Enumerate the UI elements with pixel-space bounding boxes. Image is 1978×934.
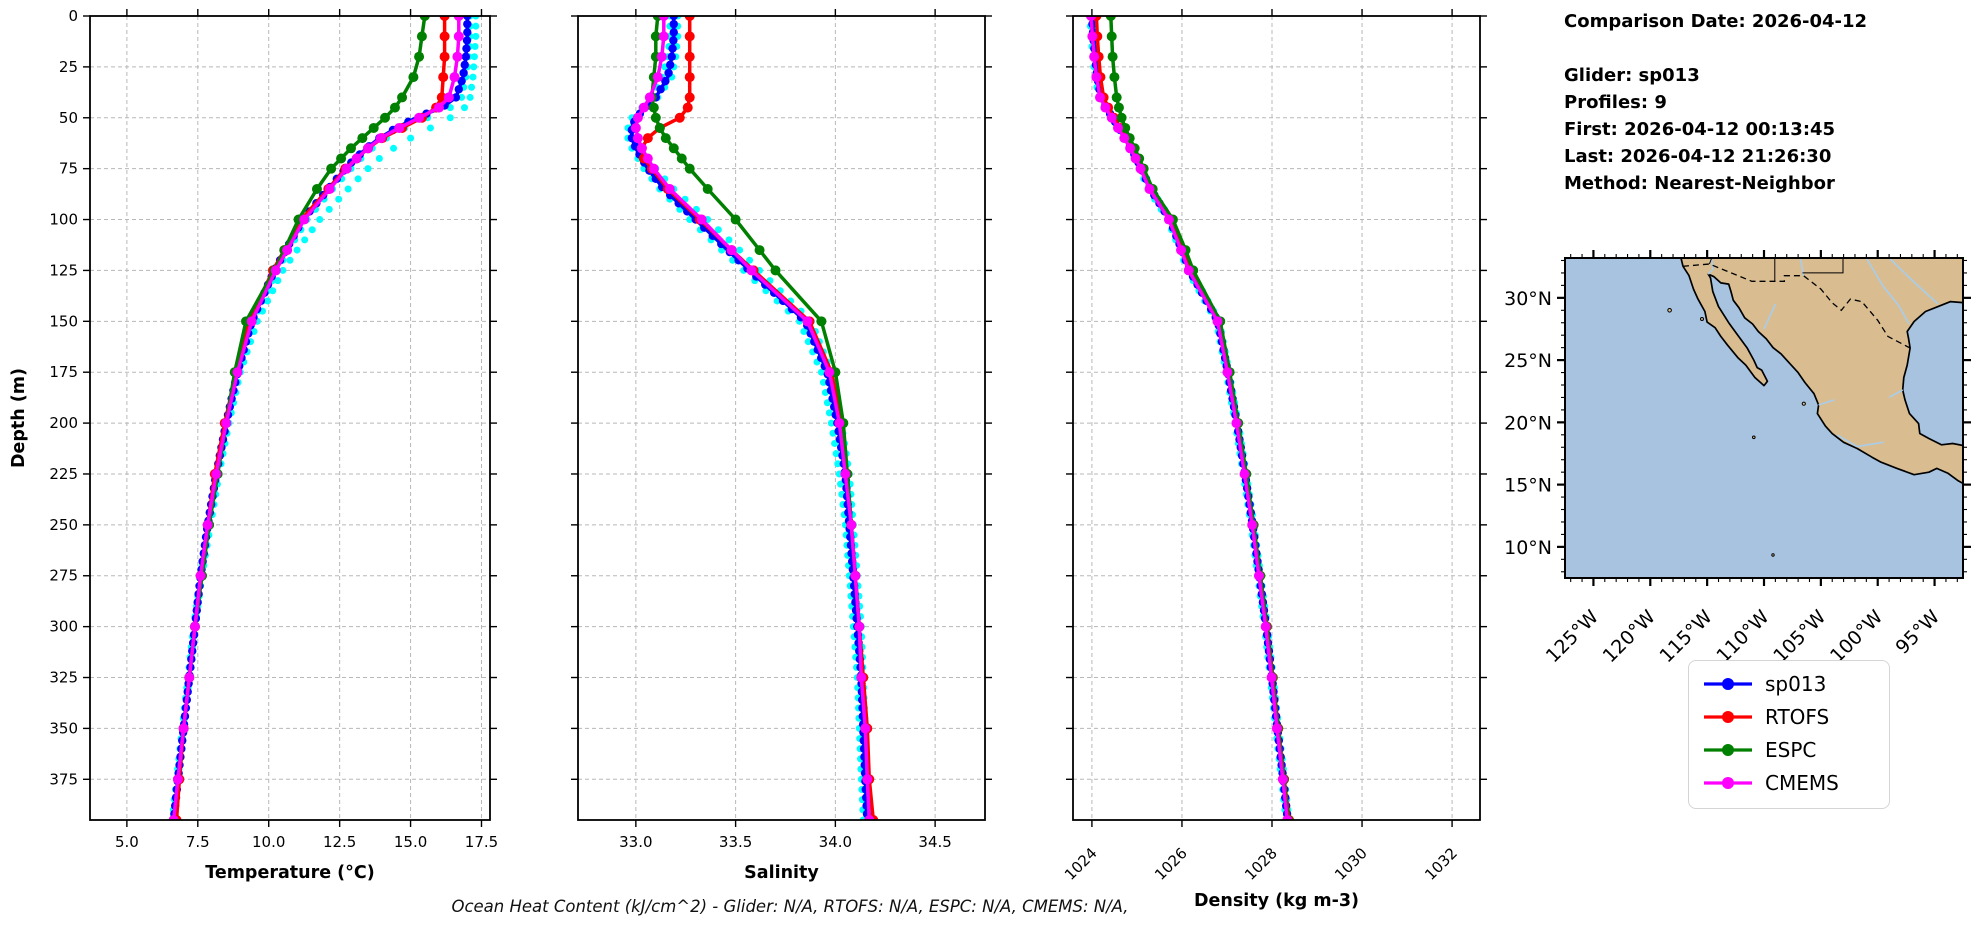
- legend-item-CMEMS: CMEMS: [1703, 768, 1873, 798]
- svg-text:0: 0: [68, 7, 78, 25]
- svg-text:350: 350: [49, 719, 78, 737]
- series-RTOFS: [171, 16, 450, 820]
- svg-text:300: 300: [49, 618, 78, 636]
- profile-count: Profiles: 9: [1564, 92, 1667, 113]
- svg-text:75: 75: [59, 160, 78, 178]
- series-CMEMS: [1086, 16, 1293, 820]
- svg-text:100: 100: [49, 211, 78, 229]
- tick-labels: 1024 1026 1028 1030 1032: [1061, 844, 1461, 884]
- first-profile-time: First: 2026-04-12 00:13:45: [1564, 119, 1836, 140]
- svg-text:20°N: 20°N: [1504, 412, 1552, 434]
- axes-frame: [89, 15, 491, 821]
- svg-text:1028: 1028: [1241, 844, 1281, 884]
- scatter-glider-profile-a: [624, 16, 867, 820]
- map-islands: [1667, 308, 1806, 557]
- svg-text:33.5: 33.5: [719, 833, 752, 851]
- svg-text:17.5: 17.5: [465, 833, 498, 851]
- gridlines: [90, 16, 490, 820]
- svg-text:275: 275: [49, 567, 78, 585]
- legend-label: sp013: [1765, 672, 1827, 696]
- legend-item-ESPC: ESPC: [1703, 735, 1873, 765]
- svg-text:25°N: 25°N: [1504, 350, 1552, 372]
- svg-text:1024: 1024: [1061, 844, 1101, 884]
- gridlines: [578, 16, 985, 820]
- y-axis-label: Depth (m): [9, 368, 29, 468]
- comparison-method: Method: Nearest-Neighbor: [1564, 173, 1835, 194]
- legend-label: CMEMS: [1765, 771, 1839, 795]
- ohc-caption: Ocean Heat Content (kJ/cm^2) - Glider: N…: [451, 897, 1129, 916]
- legend-line-marker-icon: [1704, 711, 1752, 723]
- map-ticks: [1557, 250, 1971, 586]
- svg-text:5.0: 5.0: [115, 833, 139, 851]
- series-CMEMS: [630, 16, 875, 820]
- tick-labels: 5.0 7.5 10.0 12.5 15.0 17.5 0 25 50 75 100 125 150 17…: [49, 7, 498, 851]
- series-sp013: [170, 16, 472, 820]
- x-axis-label: Density (kg m-3): [1194, 891, 1359, 911]
- svg-text:12.5: 12.5: [323, 833, 356, 851]
- legend-line-marker-icon: [1704, 744, 1752, 756]
- x-axis-label: Temperature (°C): [205, 863, 375, 883]
- svg-text:325: 325: [49, 669, 78, 687]
- axes-frame: [1072, 15, 1481, 821]
- subplot-0: 5.0 7.5 10.0 12.5 15.0 17.5 0 25 50 75 100 125 150 17…: [9, 7, 498, 883]
- map-inset: 10°N15°N20°N25°N30°N125°W120°W115°W110°W…: [1504, 250, 1971, 667]
- series-ESPC: [1105, 16, 1294, 820]
- gridlines: [1073, 16, 1480, 820]
- svg-text:34.0: 34.0: [819, 833, 852, 851]
- comparison-date: Comparison Date: 2026-04-12: [1564, 11, 1868, 32]
- axis-ticks: [571, 9, 992, 827]
- svg-text:1030: 1030: [1331, 844, 1371, 884]
- axes-frame: [577, 15, 986, 821]
- subplot-2: 1024 1026 1028 1030 1032 Density (kg m-3): [1061, 9, 1487, 911]
- series-CMEMS: [168, 16, 464, 820]
- svg-text:30°N: 30°N: [1504, 288, 1552, 310]
- legend-label: RTOFS: [1765, 705, 1830, 729]
- svg-text:1026: 1026: [1151, 844, 1191, 884]
- svg-text:7.5: 7.5: [186, 833, 210, 851]
- svg-text:34.5: 34.5: [918, 833, 951, 851]
- svg-text:125: 125: [49, 261, 78, 279]
- glider-name: Glider: sp013: [1564, 65, 1700, 86]
- svg-text:10°N: 10°N: [1504, 537, 1552, 559]
- scatter-glider-profile-a: [168, 16, 474, 820]
- axis-ticks: [83, 9, 497, 827]
- legend-item-sp013: sp013: [1703, 669, 1873, 699]
- subplot-1: 33.0 33.5 34.0 34.5 Salinity: [571, 9, 992, 883]
- svg-text:225: 225: [49, 465, 78, 483]
- last-profile-time: Last: 2026-04-12 21:26:30: [1564, 146, 1832, 167]
- svg-text:10.0: 10.0: [252, 833, 285, 851]
- svg-text:375: 375: [49, 770, 78, 788]
- info-spacer: [1564, 35, 1867, 62]
- scatter-glider-profile-a: [1086, 16, 1290, 820]
- legend: sp013 RTOFS ESPC CMEMS: [1688, 660, 1890, 809]
- legend-item-RTOFS: RTOFS: [1703, 702, 1873, 732]
- x-axis-label: Salinity: [744, 863, 819, 883]
- svg-text:150: 150: [49, 312, 78, 330]
- scatter-glider-profile-b: [168, 16, 480, 820]
- tick-labels: 33.0 33.5 34.0 34.5: [619, 833, 952, 851]
- svg-text:250: 250: [49, 516, 78, 534]
- map-us-mexico-border: [1682, 263, 1911, 349]
- svg-text:50: 50: [59, 109, 78, 127]
- svg-text:15.0: 15.0: [394, 833, 427, 851]
- svg-text:25: 25: [59, 58, 78, 76]
- axis-ticks: [1066, 9, 1487, 827]
- map-land-mexico: [1680, 258, 1963, 485]
- info-block: Comparison Date: 2026-04-12 Glider: sp01…: [1564, 8, 1867, 197]
- svg-text:175: 175: [49, 363, 78, 381]
- legend-line-marker-icon: [1704, 777, 1752, 789]
- series-sp013: [1087, 16, 1292, 820]
- svg-text:33.0: 33.0: [619, 833, 652, 851]
- legend-line-marker-icon: [1704, 678, 1752, 690]
- svg-text:1032: 1032: [1421, 844, 1461, 884]
- legend-label: ESPC: [1765, 738, 1817, 762]
- svg-text:200: 200: [49, 414, 78, 432]
- svg-text:15°N: 15°N: [1504, 475, 1552, 497]
